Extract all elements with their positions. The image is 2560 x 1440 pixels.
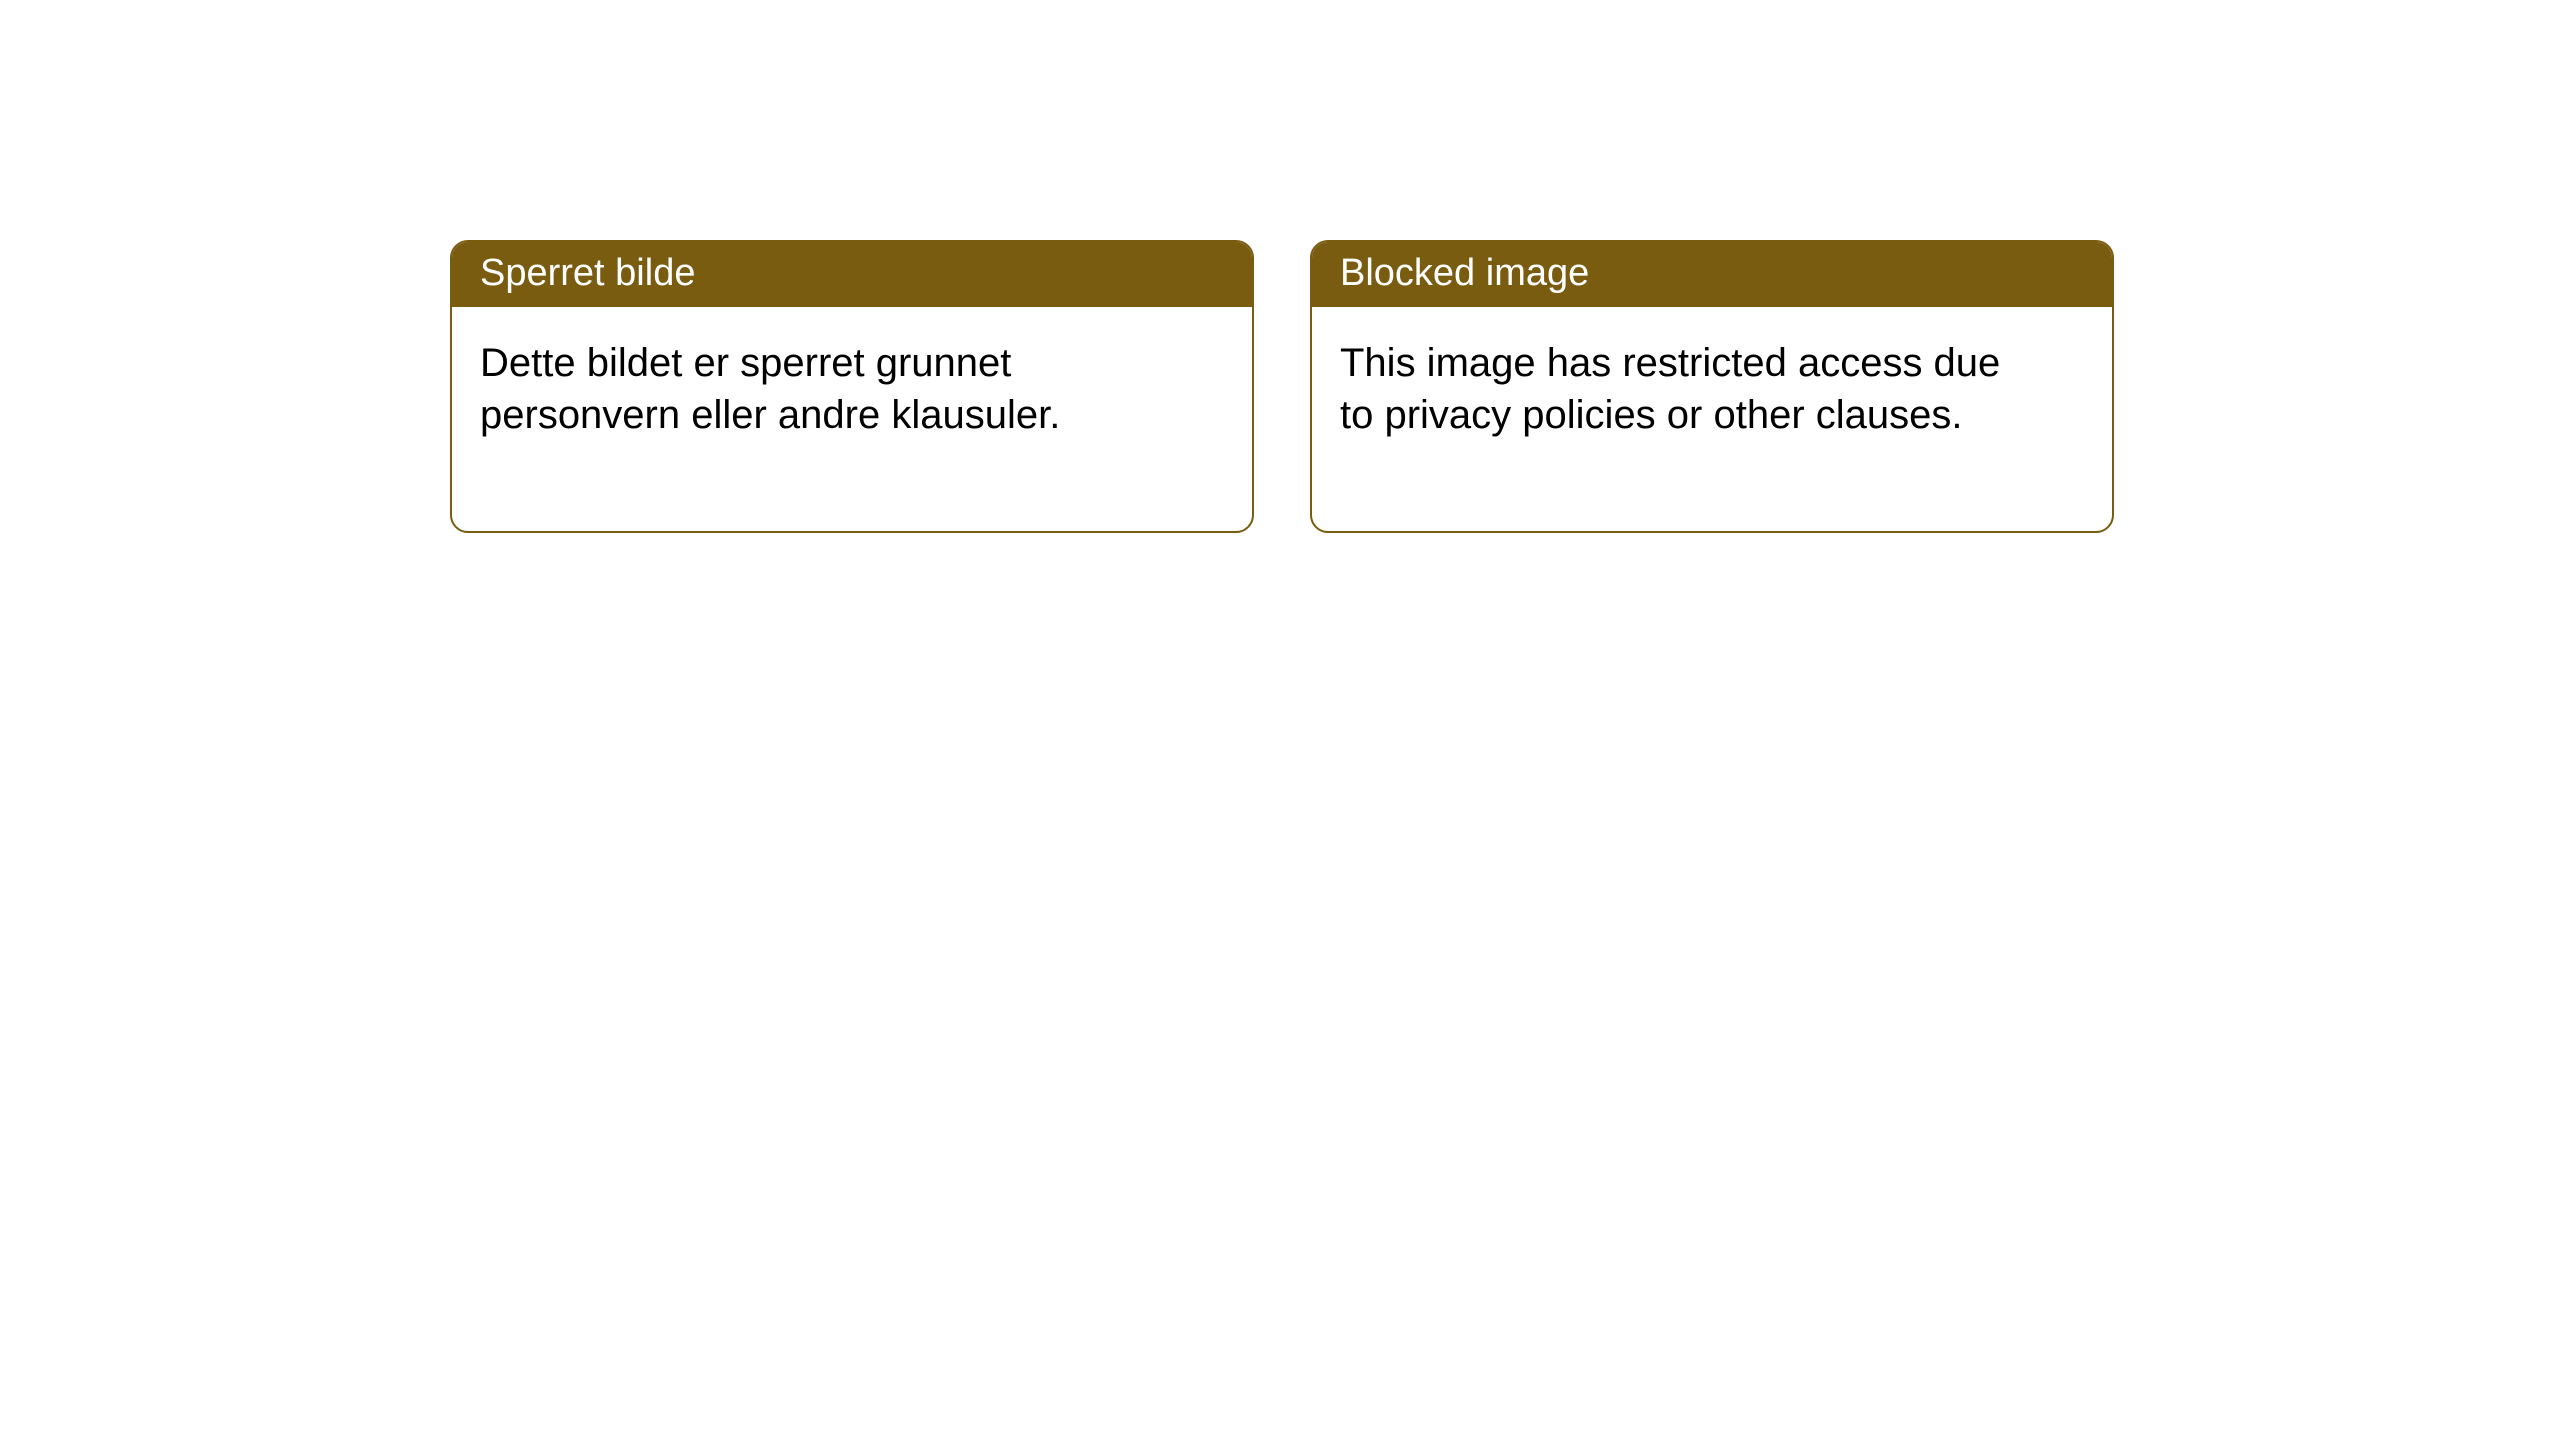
notice-title: Sperret bilde	[452, 242, 1252, 307]
notice-body: Dette bildet er sperret grunnet personve…	[452, 307, 1172, 531]
notice-body: This image has restricted access due to …	[1312, 307, 2032, 531]
notice-container: Sperret bilde Dette bildet er sperret gr…	[0, 0, 2560, 533]
notice-card-english: Blocked image This image has restricted …	[1310, 240, 2114, 533]
notice-card-norwegian: Sperret bilde Dette bildet er sperret gr…	[450, 240, 1254, 533]
notice-title: Blocked image	[1312, 242, 2112, 307]
